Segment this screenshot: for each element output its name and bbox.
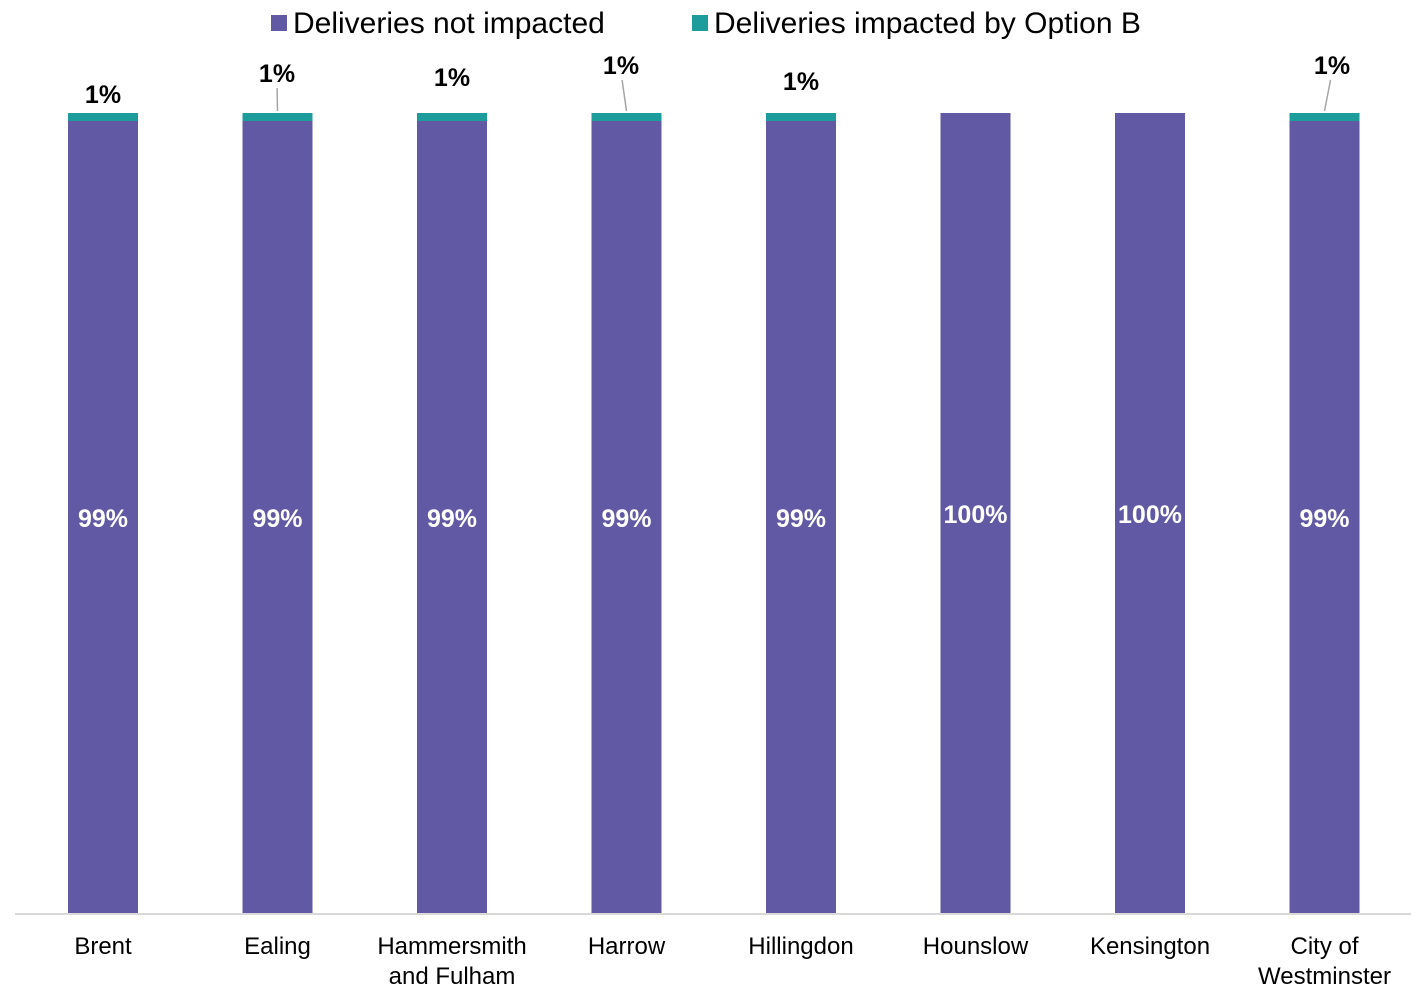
data-label-not-impacted-hounslow: 100% [944,501,1008,529]
x-tick-label-harrow: Harrow [588,933,666,960]
x-axis-labels: Brent Ealing Hammersmith and Fulham Harrow Hi… [74,933,1391,990]
x-tick-label-kensington: Kensington [1090,933,1210,960]
data-label-not-impacted-ealing: 99% [252,505,302,533]
x-tick-label-ealing: Ealing [244,933,311,960]
x-tick-label-line: Kensington [1090,933,1210,960]
data-label-impacted-city-of-westminster: 1% [1314,52,1350,80]
data-label-not-impacted-hammersmith-and-fulham: 99% [427,505,477,533]
x-tick-label-line: Westminster [1258,963,1391,990]
x-tick-label-line: City of [1290,933,1358,960]
bar-not-impacted-hillingdon [766,121,836,914]
bar-impacted-brent [68,113,138,122]
legend-label-not-impacted: Deliveries not impacted [293,7,605,40]
x-tick-label-hillingdon: Hillingdon [748,933,853,960]
x-tick-label-line: Brent [74,933,132,960]
data-label-impacted-brent: 1% [85,81,121,109]
bar-not-impacted-city-of-westminster [1289,121,1360,914]
bar-not-impacted-hammersmith-and-fulham [417,121,487,914]
legend: Deliveries not impacted Deliveries impac… [271,7,1141,40]
x-tick-label-city-of-westminster: City of Westminster [1258,933,1391,990]
x-tick-label-line: Hammersmith [377,933,526,960]
x-tick-label-line: Ealing [244,933,311,960]
plot-area: 99% 1% 99% 1% 99% 1% 99% 1% 99% 1% 100% 100% 99% 1% [68,52,1360,914]
leader-line-city-of-westminster [1323,79,1332,112]
bar-impacted-hammersmith-and-fulham [417,113,487,122]
bar-not-impacted-hounslow [940,113,1011,914]
bar-not-impacted-kensington [1115,113,1185,914]
leader-line-harrow [621,79,628,112]
bar-not-impacted-brent [68,121,138,914]
data-label-not-impacted-brent: 99% [78,505,128,533]
data-label-impacted-hillingdon: 1% [783,68,819,96]
legend-swatch-impacted [692,15,708,31]
bar-impacted-hillingdon [766,113,836,122]
x-tick-label-line: Hounslow [923,933,1029,960]
x-tick-label-hounslow: Hounslow [923,933,1029,960]
data-label-impacted-hammersmith-and-fulham: 1% [434,64,470,92]
data-label-not-impacted-city-of-westminster: 99% [1299,505,1349,533]
bar-impacted-city-of-westminster [1289,113,1360,122]
x-tick-label-brent: Brent [74,933,132,960]
bar-impacted-harrow [591,113,662,122]
bar-impacted-ealing [242,113,313,122]
x-tick-label-hammersmith-and-fulham: Hammersmith and Fulham [377,933,526,990]
x-tick-label-line: and Fulham [389,963,516,990]
data-label-not-impacted-hillingdon: 99% [776,505,826,533]
legend-swatch-not-impacted [271,15,287,31]
data-label-not-impacted-harrow: 99% [601,505,651,533]
data-label-impacted-harrow: 1% [603,52,639,80]
legend-label-impacted: Deliveries impacted by Option B [714,7,1141,40]
bar-not-impacted-ealing [242,121,313,914]
x-tick-label-line: Harrow [588,933,666,960]
data-label-impacted-ealing: 1% [259,60,295,88]
data-label-not-impacted-kensington: 100% [1118,501,1182,529]
x-tick-label-line: Hillingdon [748,933,853,960]
bar-not-impacted-harrow [591,121,662,914]
